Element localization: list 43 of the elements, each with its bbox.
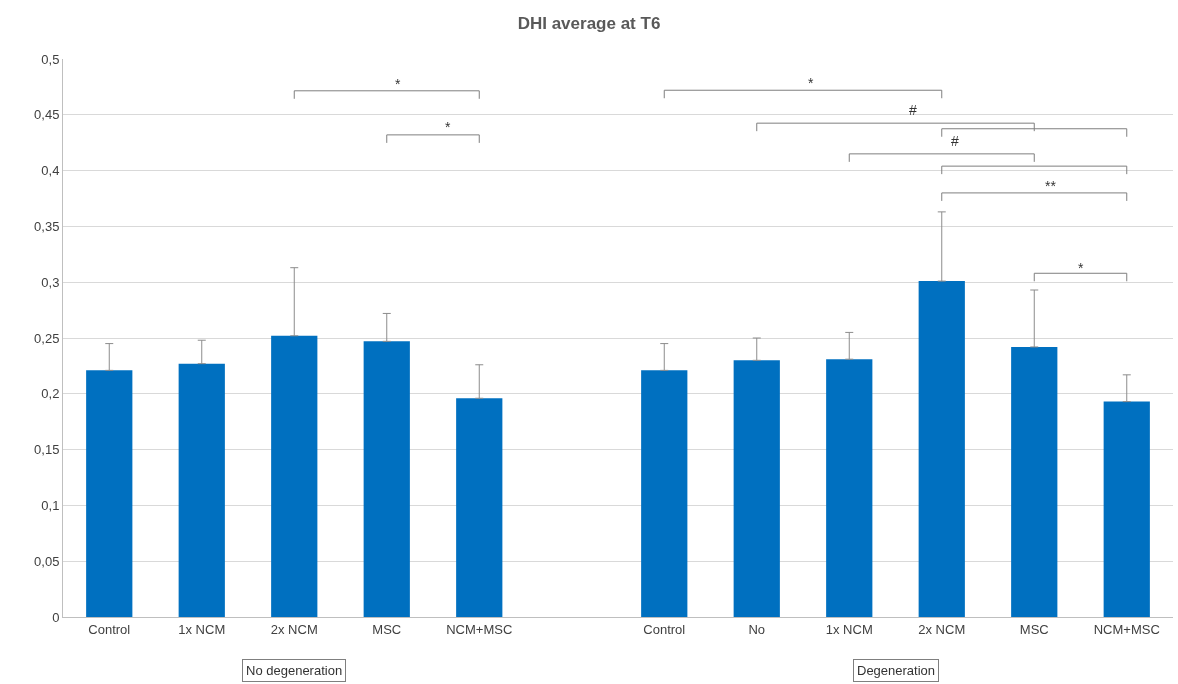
bar <box>271 335 318 617</box>
x-tick-label: Control <box>643 621 686 637</box>
x-tick-label: MSC <box>372 621 402 637</box>
annotation: * <box>395 76 401 92</box>
text: No degeneration <box>246 663 343 678</box>
y-tick-label: 0,25 <box>34 330 60 346</box>
y-tick-label: 0,15 <box>34 442 60 458</box>
bar <box>1011 346 1058 617</box>
bar <box>826 359 873 617</box>
y-tick-label: 0,05 <box>34 553 60 569</box>
y-tick-label: 0,5 <box>41 51 60 67</box>
annotation: * <box>808 75 814 91</box>
x-tick-label: No <box>748 621 766 637</box>
x-tick-label: NCM+MSC <box>1093 621 1160 637</box>
y-tick-label: 0,35 <box>34 218 60 234</box>
x-tick-label: 2x NCM <box>270 621 318 637</box>
y-tick-label: 0,45 <box>34 107 60 123</box>
bar <box>178 363 225 617</box>
annotation: * <box>445 119 451 135</box>
y-tick-label: 0,2 <box>41 386 60 402</box>
bar <box>456 398 503 617</box>
bar <box>733 360 780 617</box>
y-tick-label: 0,3 <box>41 274 60 290</box>
bar <box>1103 401 1150 617</box>
x-tick-label: MSC <box>1019 621 1049 637</box>
annotation: # <box>951 133 959 149</box>
text: Degeneration <box>857 663 936 678</box>
x-tick-label: 2x NCM <box>918 621 966 637</box>
annotation: * <box>1078 260 1084 276</box>
x-tick-label: 1x NCM <box>825 621 873 637</box>
y-tick-label: 0,1 <box>41 497 60 513</box>
bar <box>86 370 133 617</box>
bar <box>641 370 688 617</box>
y-tick-label: 0 <box>52 609 60 625</box>
annotation: ** <box>1045 178 1057 194</box>
bar <box>363 341 410 617</box>
x-tick-label: Control <box>88 621 131 637</box>
chart-title: DHI average at T6 <box>517 14 661 33</box>
x-tick-label: 1x NCM <box>178 621 226 637</box>
annotation: # <box>909 102 917 118</box>
x-tick-label: NCM+MSC <box>446 621 513 637</box>
bar <box>918 281 965 617</box>
y-tick-label: 0,4 <box>41 163 60 179</box>
